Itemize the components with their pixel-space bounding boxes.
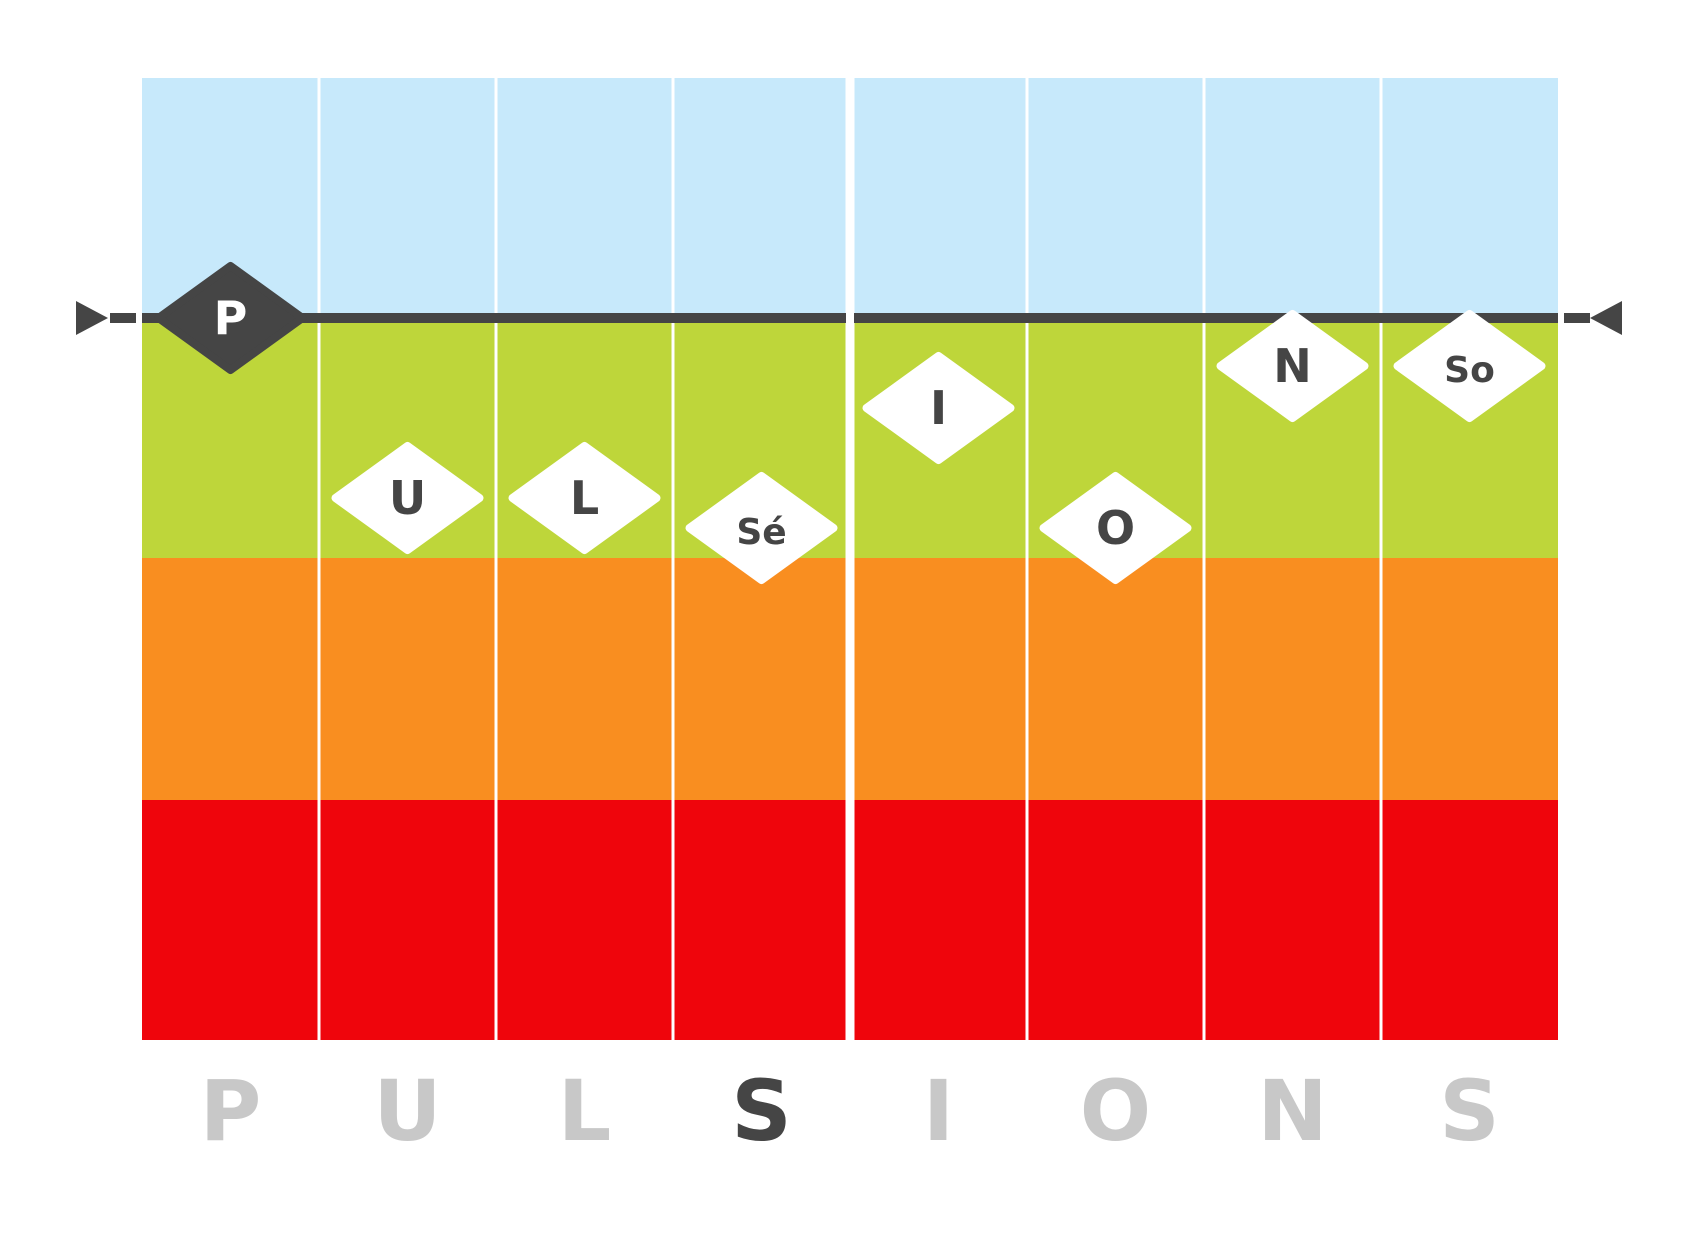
point-diamond xyxy=(508,442,661,554)
point-diamond xyxy=(862,352,1015,464)
point-label: P xyxy=(214,291,248,345)
point-label: So xyxy=(1444,350,1495,391)
bottom-letter: P xyxy=(200,1062,262,1160)
point-marker: L xyxy=(508,442,661,554)
point-marker: N xyxy=(1216,310,1369,422)
bottom-letter: I xyxy=(923,1062,954,1160)
point-label: N xyxy=(1273,339,1312,393)
arrow-left-icon xyxy=(76,301,108,335)
point-label: I xyxy=(930,381,947,435)
bottom-letter: L xyxy=(558,1062,612,1160)
point-marker: P xyxy=(154,262,307,374)
point-marker: O xyxy=(1039,472,1192,584)
point-label: Sé xyxy=(736,512,786,553)
point-label: O xyxy=(1096,501,1135,555)
point-diamond xyxy=(685,472,838,584)
point-diamond xyxy=(1393,310,1546,422)
bottom-letter: U xyxy=(373,1062,441,1160)
arrow-right-icon xyxy=(1590,301,1622,335)
point-label: U xyxy=(389,471,426,525)
reference-dash-left xyxy=(110,313,136,323)
bottom-letter: O xyxy=(1080,1062,1151,1160)
point-label: L xyxy=(570,471,599,525)
point-diamond xyxy=(1216,310,1369,422)
point-diamond xyxy=(154,262,307,374)
reference-line-gap xyxy=(846,312,854,324)
point-marker: U xyxy=(331,442,484,554)
bottom-letter: S xyxy=(1439,1062,1500,1160)
reference-dash-right xyxy=(1564,313,1590,323)
bottom-letter: N xyxy=(1257,1062,1327,1160)
bottom-letter: S xyxy=(731,1062,792,1160)
point-marker: Sé xyxy=(685,472,838,584)
point-diamond xyxy=(1039,472,1192,584)
point-marker: I xyxy=(862,352,1015,464)
point-marker: So xyxy=(1393,310,1546,422)
point-diamond xyxy=(331,442,484,554)
